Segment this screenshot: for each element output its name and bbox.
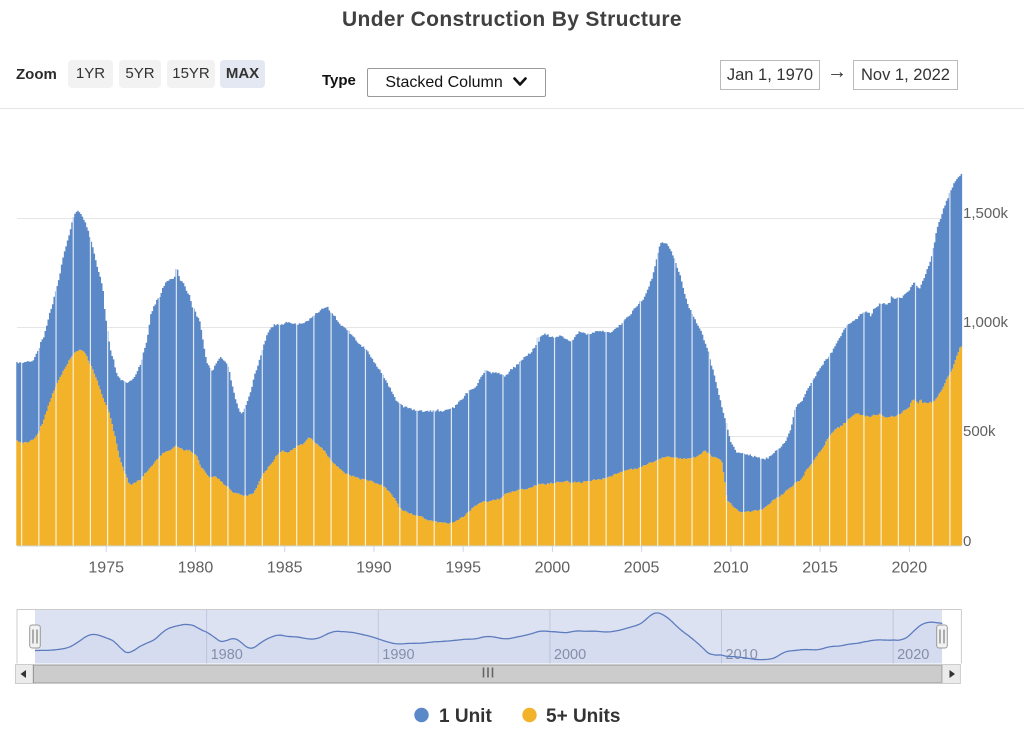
svg-text:1980: 1980 (211, 647, 243, 663)
svg-text:1985: 1985 (267, 560, 303, 577)
svg-text:1975: 1975 (88, 560, 124, 577)
svg-text:1995: 1995 (445, 560, 481, 577)
svg-text:2005: 2005 (624, 560, 660, 577)
svg-text:2015: 2015 (802, 560, 838, 577)
svg-text:2020: 2020 (892, 560, 928, 577)
svg-text:2010: 2010 (713, 560, 749, 577)
svg-text:1980: 1980 (178, 560, 214, 577)
svg-text:2020: 2020 (897, 647, 929, 663)
svg-text:500k: 500k (963, 423, 996, 440)
svg-text:0: 0 (963, 533, 971, 550)
svg-text:1 Unit: 1 Unit (439, 706, 492, 727)
svg-text:5+ Units: 5+ Units (546, 706, 620, 727)
svg-text:2000: 2000 (535, 560, 571, 577)
svg-text:1990: 1990 (382, 647, 414, 663)
svg-text:1990: 1990 (356, 560, 392, 577)
svg-text:1,000k: 1,000k (963, 314, 1009, 331)
svg-text:2000: 2000 (554, 647, 586, 663)
svg-text:1,500k: 1,500k (963, 205, 1009, 222)
